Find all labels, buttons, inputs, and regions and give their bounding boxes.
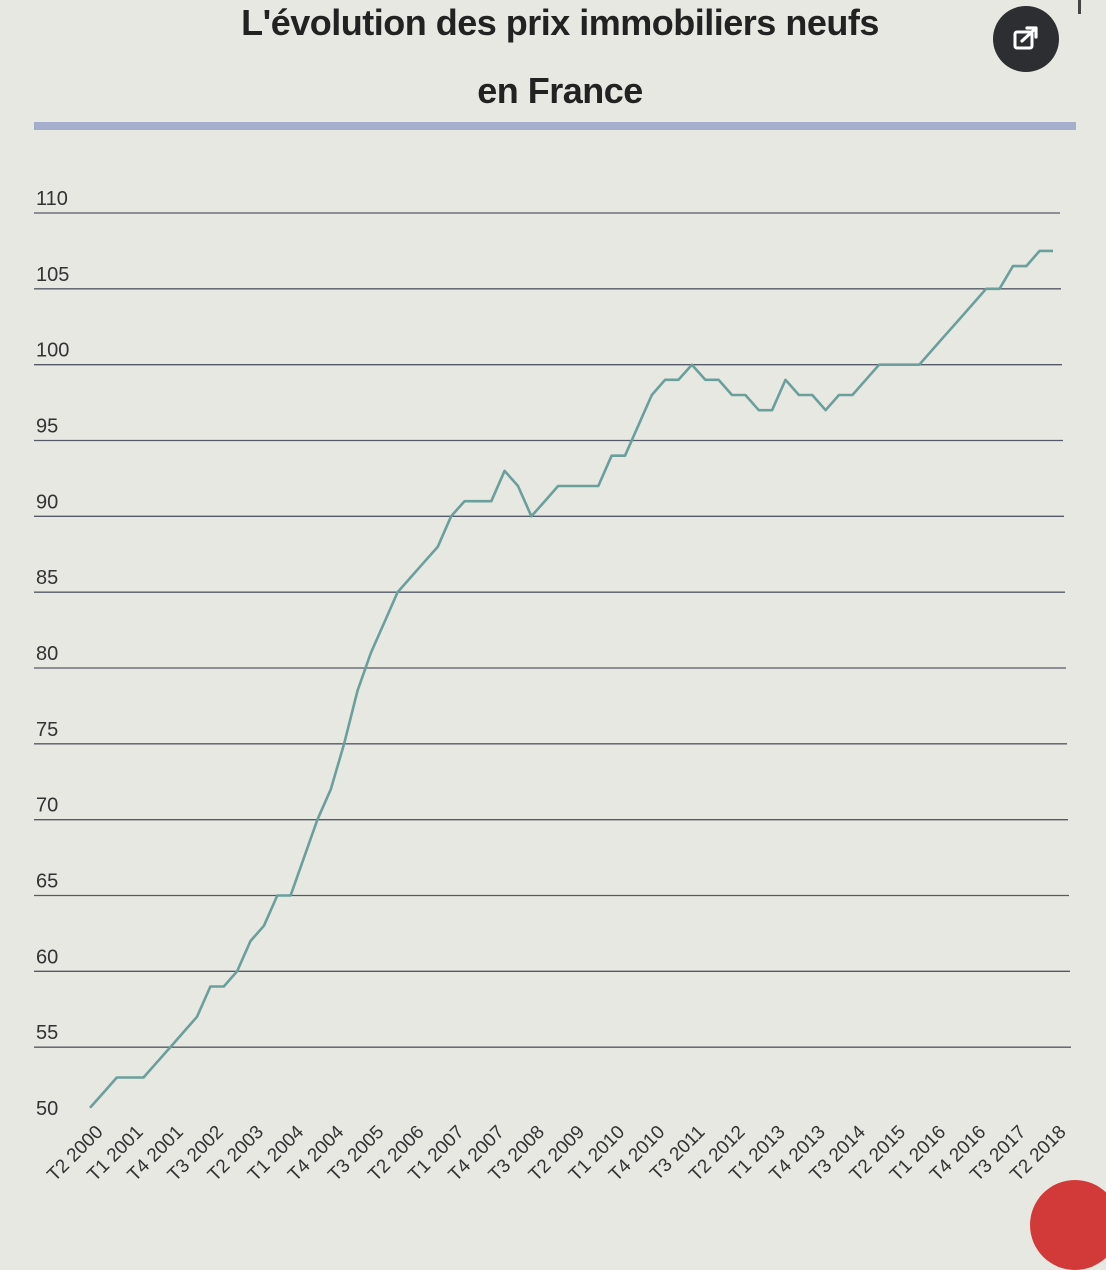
y-tick-label: 55: [36, 1022, 58, 1044]
y-tick-label: 105: [36, 264, 69, 286]
chart-title-line-1: L'évolution des prix immobiliers neufs: [241, 2, 879, 43]
y-tick-label: 90: [36, 491, 58, 513]
y-tick-label: 65: [36, 871, 58, 893]
line-chart: 110 105 100 95 90 85 80 75 70 65 60 55 50 T2 2000T1 …: [34, 188, 1071, 1186]
series-line: [89, 249, 1053, 1109]
y-tick-label: 75: [36, 719, 58, 741]
y-tick-label: 70: [36, 795, 58, 817]
y-axis-ticks: 110 105 100 95 90 85 80 75 70 65 60 55 50: [36, 188, 69, 1120]
y-tick-label: 100: [36, 340, 69, 362]
y-tick-label: 60: [36, 946, 58, 968]
y-tick-label: 85: [36, 567, 58, 589]
y-tick-label: 80: [36, 643, 58, 665]
chart-title-line-2: en France: [477, 70, 643, 111]
y-tick-label: 50: [36, 1098, 58, 1120]
share-button[interactable]: [993, 6, 1059, 72]
grid-layer: [34, 212, 1071, 1048]
chart-header: L'évolution des prix immobiliers neufs e…: [0, 0, 1106, 150]
header-divider: [34, 122, 1076, 130]
y-tick-label: 95: [36, 416, 58, 438]
share-icon: [1013, 26, 1038, 50]
y-tick-label: 110: [36, 188, 68, 210]
window-edge: [1078, 0, 1081, 14]
floating-action-button[interactable]: [1030, 1180, 1106, 1270]
